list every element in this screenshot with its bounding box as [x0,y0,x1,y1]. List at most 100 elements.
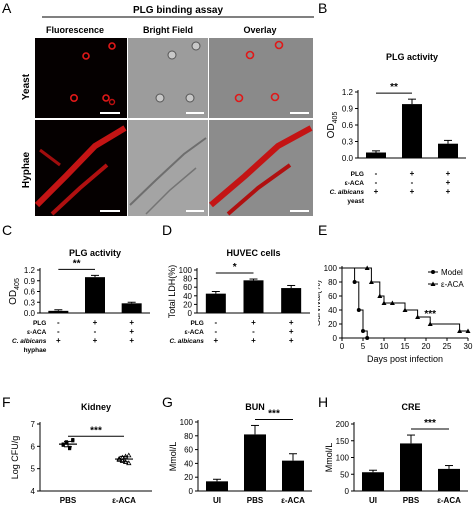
y-tick-label: 0 [333,334,338,343]
condition-mark: + [129,327,134,336]
bar [48,310,69,313]
y-tick-label: 100 [180,418,194,427]
chart-cre: 0 50 100 150 200 Mmol/L CRE *** UI PBS ε-ACA [324,402,468,505]
survival-point [381,300,387,305]
y-tick-label: 5 [31,465,36,474]
significance-label: * [233,262,237,273]
y-tick-label: 40 [183,292,192,301]
panel-a-title: PLG binding assay [133,5,223,16]
condition-mark: + [289,336,294,345]
condition-mark: - [375,169,378,178]
survival-point [457,328,463,333]
y-tick-label: 6 [31,442,36,451]
row-label-hyphae: Hyphae [21,152,32,189]
survival-point [415,314,421,319]
condition-name-plg: PLG [190,320,203,327]
bar [402,104,422,158]
condition-mark: + [374,187,379,196]
y-tick-label: 100 [336,454,350,463]
micrograph-yeast-bright-field [128,38,208,118]
chart-title: HUVEC cells [226,248,280,258]
y-tick-label: 80 [184,432,193,441]
y-tick-label: 0.0 [342,154,354,163]
significance-label: *** [90,425,102,436]
legend-label-model: Model [441,268,463,277]
y-tick-label: 60 [184,446,193,455]
legend-marker [430,281,436,286]
survival-point [352,280,357,284]
condition-mark: - [94,327,97,336]
column-label-bright-field: Bright Field [143,25,193,35]
condition-mark: - [57,318,60,327]
condition-mark: + [289,327,294,336]
condition-mark: + [129,336,134,345]
y-tick-label: 80 [328,278,337,287]
y-tick-label: 0.9 [24,277,36,286]
data-point [119,458,126,463]
condition-mark: + [446,178,451,187]
condition-name-aca: ε-ACA [27,329,47,336]
bar [281,288,302,313]
survival-point [402,307,408,312]
micrograph-hyphae-bright-field [128,120,208,216]
significance-label: ** [73,258,81,269]
significance-label: *** [268,408,280,419]
condition-mark: - [214,318,217,327]
micrograph-hyphae-overlay [209,120,313,216]
condition-mark: + [93,336,98,345]
condition-mark: + [129,318,134,327]
data-point [71,439,75,443]
condition-name-aca: ε-ACA [345,180,365,187]
data-point [126,460,132,466]
y-tick-label: 0 [345,487,350,496]
category-label-aca: ε-ACA [112,496,136,505]
category-label-pbs: PBS [60,496,77,505]
y-tick-label: 40 [328,306,337,315]
bar [438,143,458,158]
y-tick-label: 1.2 [342,88,354,97]
condition-mark: + [251,336,256,345]
micrograph-yeast-fluorescence [35,38,127,118]
y-tick-label: 1.2 [24,266,36,275]
y-tick-label: 60 [183,283,192,292]
x-tick-label: 5 [361,342,366,351]
y-tick-label: 0.0 [24,309,36,318]
legend-marker [431,270,435,274]
category-label-aca: ε-ACA [437,496,461,505]
survival-point [356,308,361,312]
significance-label: *** [424,418,436,429]
chart-title: PLG activity [69,248,121,258]
condition-footer: yeast [347,198,364,205]
chart-title: CRE [401,402,420,412]
y-tick-label: 60 [328,292,337,301]
y-tick-label: 0.9 [342,105,354,114]
panel-letter-a: A [2,0,12,16]
x-tick-label: 30 [464,342,473,351]
y-tick-label: 80 [183,275,192,284]
chart-bun: 0 20 40 60 80 100 Mmol/L BUN*** UI PBS ε-ACA [168,402,312,505]
condition-footer: hyphae [24,347,47,354]
chart-survival: 0 20 40 60 80 100 Survival(%) 0 5 10 15 20 25 30 Days … [318,264,473,364]
y-tick-label: 0 [189,487,194,496]
condition-mark: + [93,318,98,327]
condition-mark: - [57,327,60,336]
y-tick-label: 20 [183,300,192,309]
y-axis-label: Total LDH(%) [167,265,177,319]
category-label-pbs: PBS [403,496,420,505]
bar [362,472,384,491]
condition-mark: + [410,169,415,178]
y-tick-label: 100 [324,264,338,273]
data-point [64,441,68,445]
survival-line-model [342,267,368,338]
condition-mark: + [446,187,451,196]
y-tick-label: 4 [31,487,36,496]
survival-line-aca [342,267,468,332]
bar [206,481,228,491]
survival-point [364,265,370,270]
chart-title: Kidney [81,402,111,412]
condition-mark: + [213,336,218,345]
y-tick-label: 0 [188,309,193,318]
y-axis-label: Mmol/L [324,443,334,473]
